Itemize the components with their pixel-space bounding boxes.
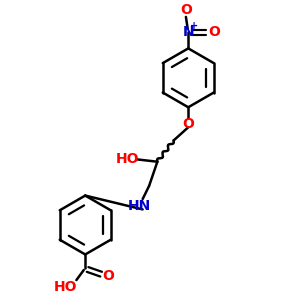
Text: O: O xyxy=(208,25,220,39)
Text: HO: HO xyxy=(54,280,78,293)
Text: N: N xyxy=(182,25,194,39)
Text: O: O xyxy=(180,2,192,16)
Text: O: O xyxy=(182,117,194,131)
Text: HN: HN xyxy=(128,199,151,213)
Text: HO: HO xyxy=(116,152,140,167)
Text: O: O xyxy=(103,269,114,283)
Text: +: + xyxy=(190,21,199,31)
